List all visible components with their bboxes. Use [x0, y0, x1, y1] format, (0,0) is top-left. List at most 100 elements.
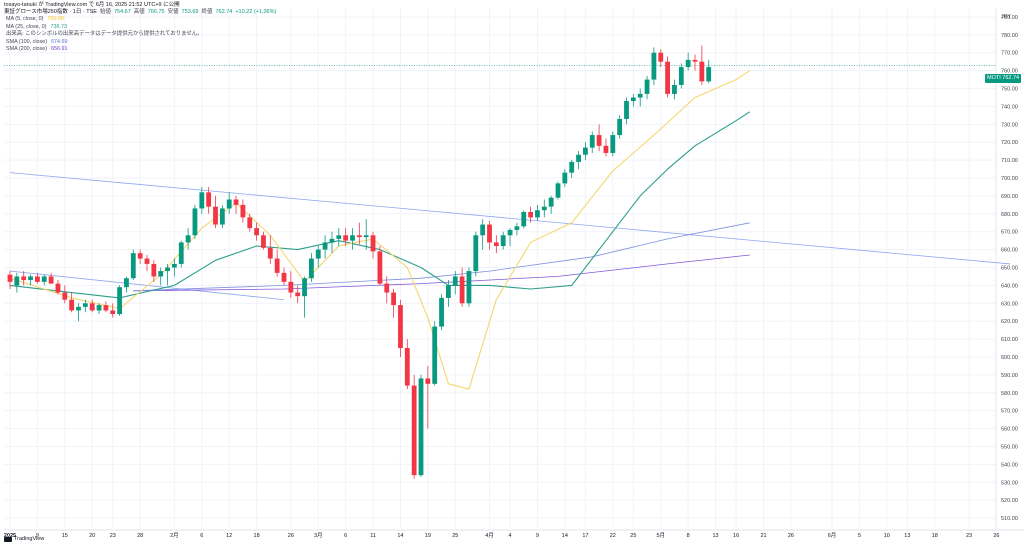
candle-body	[28, 276, 33, 281]
footer-brand[interactable]: TradingView	[4, 536, 44, 542]
time-tick-label: 25	[452, 533, 458, 539]
candle-body	[336, 235, 342, 239]
indicator-name: 出来高: このシンボルの出来高データはデータ提供元から提供されておりません。	[6, 31, 203, 38]
candle-body	[452, 276, 458, 286]
indicator-row[interactable]: MA (5, close, 0) 760.00	[6, 16, 207, 24]
candle-body	[541, 206, 547, 211]
chart-header: tosayo-tanuki が TradingView.com で 6月 16,…	[4, 2, 276, 16]
candle-body	[350, 235, 355, 241]
candle-body	[685, 59, 691, 68]
candle-body	[315, 249, 321, 259]
time-tick-label: 16	[733, 533, 739, 539]
price-tick-label: 660.00	[1001, 248, 1018, 254]
time-tick-label: 18	[254, 533, 260, 539]
time-tick-label: 19	[425, 533, 431, 539]
price-tick-label: 770.00	[1001, 51, 1018, 57]
brand-name: TradingView	[14, 536, 45, 542]
candle-body	[233, 199, 239, 205]
time-tick-label: 13	[904, 533, 910, 539]
badge-value: 762.74	[1002, 75, 1020, 81]
time-tick-label: 23	[110, 533, 116, 539]
indicator-row[interactable]: 出来高: このシンボルの出来高データはデータ提供元から提供されておりません。	[6, 31, 207, 39]
candle-body	[96, 305, 102, 311]
candle-body	[665, 61, 670, 94]
candle-body	[69, 299, 75, 311]
candle-body	[651, 52, 657, 80]
candle-body	[411, 385, 417, 476]
candle-body	[569, 161, 575, 173]
candle-body	[418, 378, 424, 476]
candle-body	[377, 251, 383, 284]
candle-body	[658, 52, 664, 62]
time-tick-label: 3月	[314, 532, 323, 539]
candle-body	[596, 135, 602, 146]
sma200-line	[133, 254, 750, 292]
low-value: 753.69	[181, 9, 199, 15]
price-tick-label: 510.00	[1001, 516, 1018, 522]
candles	[7, 45, 712, 479]
candle-body	[124, 278, 129, 288]
candle-body	[672, 84, 677, 94]
candle-body	[206, 192, 212, 207]
currency-label: JPY	[1001, 14, 1012, 20]
candle-body	[404, 348, 410, 386]
candle-body	[370, 235, 376, 252]
price-tick-label: 630.00	[1001, 301, 1018, 307]
price-tick-label: 550.00	[1001, 444, 1018, 450]
candle-body	[267, 247, 273, 259]
indicator-row[interactable]: SMA (100, close) 674.69	[6, 39, 207, 47]
badge-symbol: MOTI	[987, 75, 1001, 81]
candle-body	[7, 274, 13, 282]
candle-body	[172, 263, 177, 268]
candle-body	[21, 276, 27, 281]
candle-body	[644, 79, 650, 94]
high-value: 766.75	[147, 9, 165, 15]
candle-body	[117, 287, 122, 315]
tradingview-logo-icon	[4, 536, 12, 542]
indicator-legend: MA (5, close, 0) 760.00 MA (25, close, 0)…	[6, 16, 207, 54]
candle-body	[178, 242, 184, 264]
sma100-line	[133, 222, 750, 292]
candle-body	[617, 118, 623, 136]
candle-body	[473, 235, 479, 272]
time-tick-label: 8	[687, 533, 690, 539]
time-tick-label: 2025	[4, 533, 16, 539]
candle-body	[487, 224, 492, 243]
candle-body	[678, 67, 684, 85]
time-tick-label: 18	[932, 533, 938, 539]
time-tick-label: 6	[200, 533, 203, 539]
candle-body	[466, 271, 472, 304]
price-tick-label: 560.00	[1001, 427, 1018, 433]
candle-body	[240, 204, 246, 218]
time-tick-label: 11	[370, 533, 376, 539]
indicator-row[interactable]: MA (25, close, 0) 736.73	[6, 24, 207, 32]
candle-body	[507, 229, 513, 236]
candle-body	[55, 283, 61, 293]
candle-body	[384, 283, 390, 293]
indicator-row[interactable]: SMA (200, close) 656.91	[6, 46, 207, 54]
low-label: 安値	[167, 9, 179, 15]
candle-body	[213, 206, 218, 225]
candle-body	[391, 292, 396, 306]
candle-body	[219, 208, 225, 225]
candle-body	[144, 258, 150, 264]
price-tick-label: 540.00	[1001, 462, 1018, 468]
price-tick-label: 720.00	[1001, 140, 1018, 146]
candle-body	[254, 228, 259, 236]
candle-body	[548, 197, 554, 207]
candle-body	[192, 208, 198, 236]
indicator-value: 736.73	[50, 23, 67, 30]
candle-body	[295, 292, 301, 297]
symbol-label[interactable]: 東証グロース市場250指数 · 1日 · TSE	[4, 9, 97, 15]
time-axis: 2025 9 15 20 23 28 2月 6 12 18 26 3月 6 11 14 19 25 4月 4 9 14 1…	[4, 532, 1000, 539]
candle-body	[493, 242, 499, 247]
price-tick-label: 680.00	[1001, 212, 1018, 218]
candle-body	[480, 224, 486, 236]
candle-body	[261, 235, 266, 248]
candle-body	[514, 226, 520, 230]
price-tick-label: 790.00	[1001, 15, 1018, 21]
price-tick-label: 650.00	[1001, 266, 1018, 272]
candle-body	[82, 303, 88, 307]
price-tick-label: 710.00	[1001, 158, 1018, 164]
